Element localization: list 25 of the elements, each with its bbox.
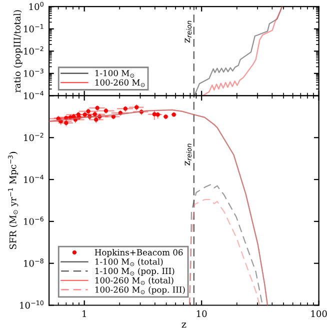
y-axis-title: ratio (popIII/total) xyxy=(14,10,22,92)
legend-label: 1-100 M$_{⊙}$ (total) xyxy=(95,258,163,266)
y-tick-label: 10$^{−8}$ xyxy=(24,258,44,267)
y-tick-label: 10$^{−1}$ xyxy=(24,24,44,32)
x-tick-label: 10 xyxy=(196,310,207,318)
y-tick-label: 10$^{−2}$ xyxy=(24,46,44,55)
legend-label: 100-260 M$_{⊙}$ xyxy=(95,79,145,87)
y-tick-label: 10$^{−10}$ xyxy=(20,300,44,309)
legend-label: 100-260 M$_{⊙}$ (pop. III) xyxy=(95,286,185,294)
y-tick-label: 10$^{−4}$ xyxy=(24,174,44,184)
y-tick-label: 10$^{−2}$ xyxy=(24,132,44,142)
x-tick-label: 100 xyxy=(311,310,327,318)
ref-line-label: z$_{reion}$ xyxy=(184,20,192,43)
x-axis-title: z xyxy=(182,322,186,328)
ref-line-label: z$_{reion}$ xyxy=(184,144,192,166)
legend-label: 1-100 M$_{⊙}$ (pop. III) xyxy=(95,268,174,276)
y-axis-title: SFR (M$_{⊙}$ yr$^{−1}$ Mpc$^{−3}$) xyxy=(8,152,18,250)
y-tick-label: 10$^{−4}$ xyxy=(24,91,44,100)
y-tick-label: 10$^{−6}$ xyxy=(24,216,44,225)
y-tick-label: 10$^{−3}$ xyxy=(24,68,44,77)
legend-label: Hopkins+Beacom 06 xyxy=(94,249,183,258)
legend-label: 100-260 M$_{⊙}$ (total) xyxy=(95,276,174,285)
legend-label: 1-100 M$_{⊙}$ xyxy=(95,70,134,78)
y-tick-label: 10$^{0}$ xyxy=(29,2,44,10)
x-tick-label: 1 xyxy=(82,310,86,317)
